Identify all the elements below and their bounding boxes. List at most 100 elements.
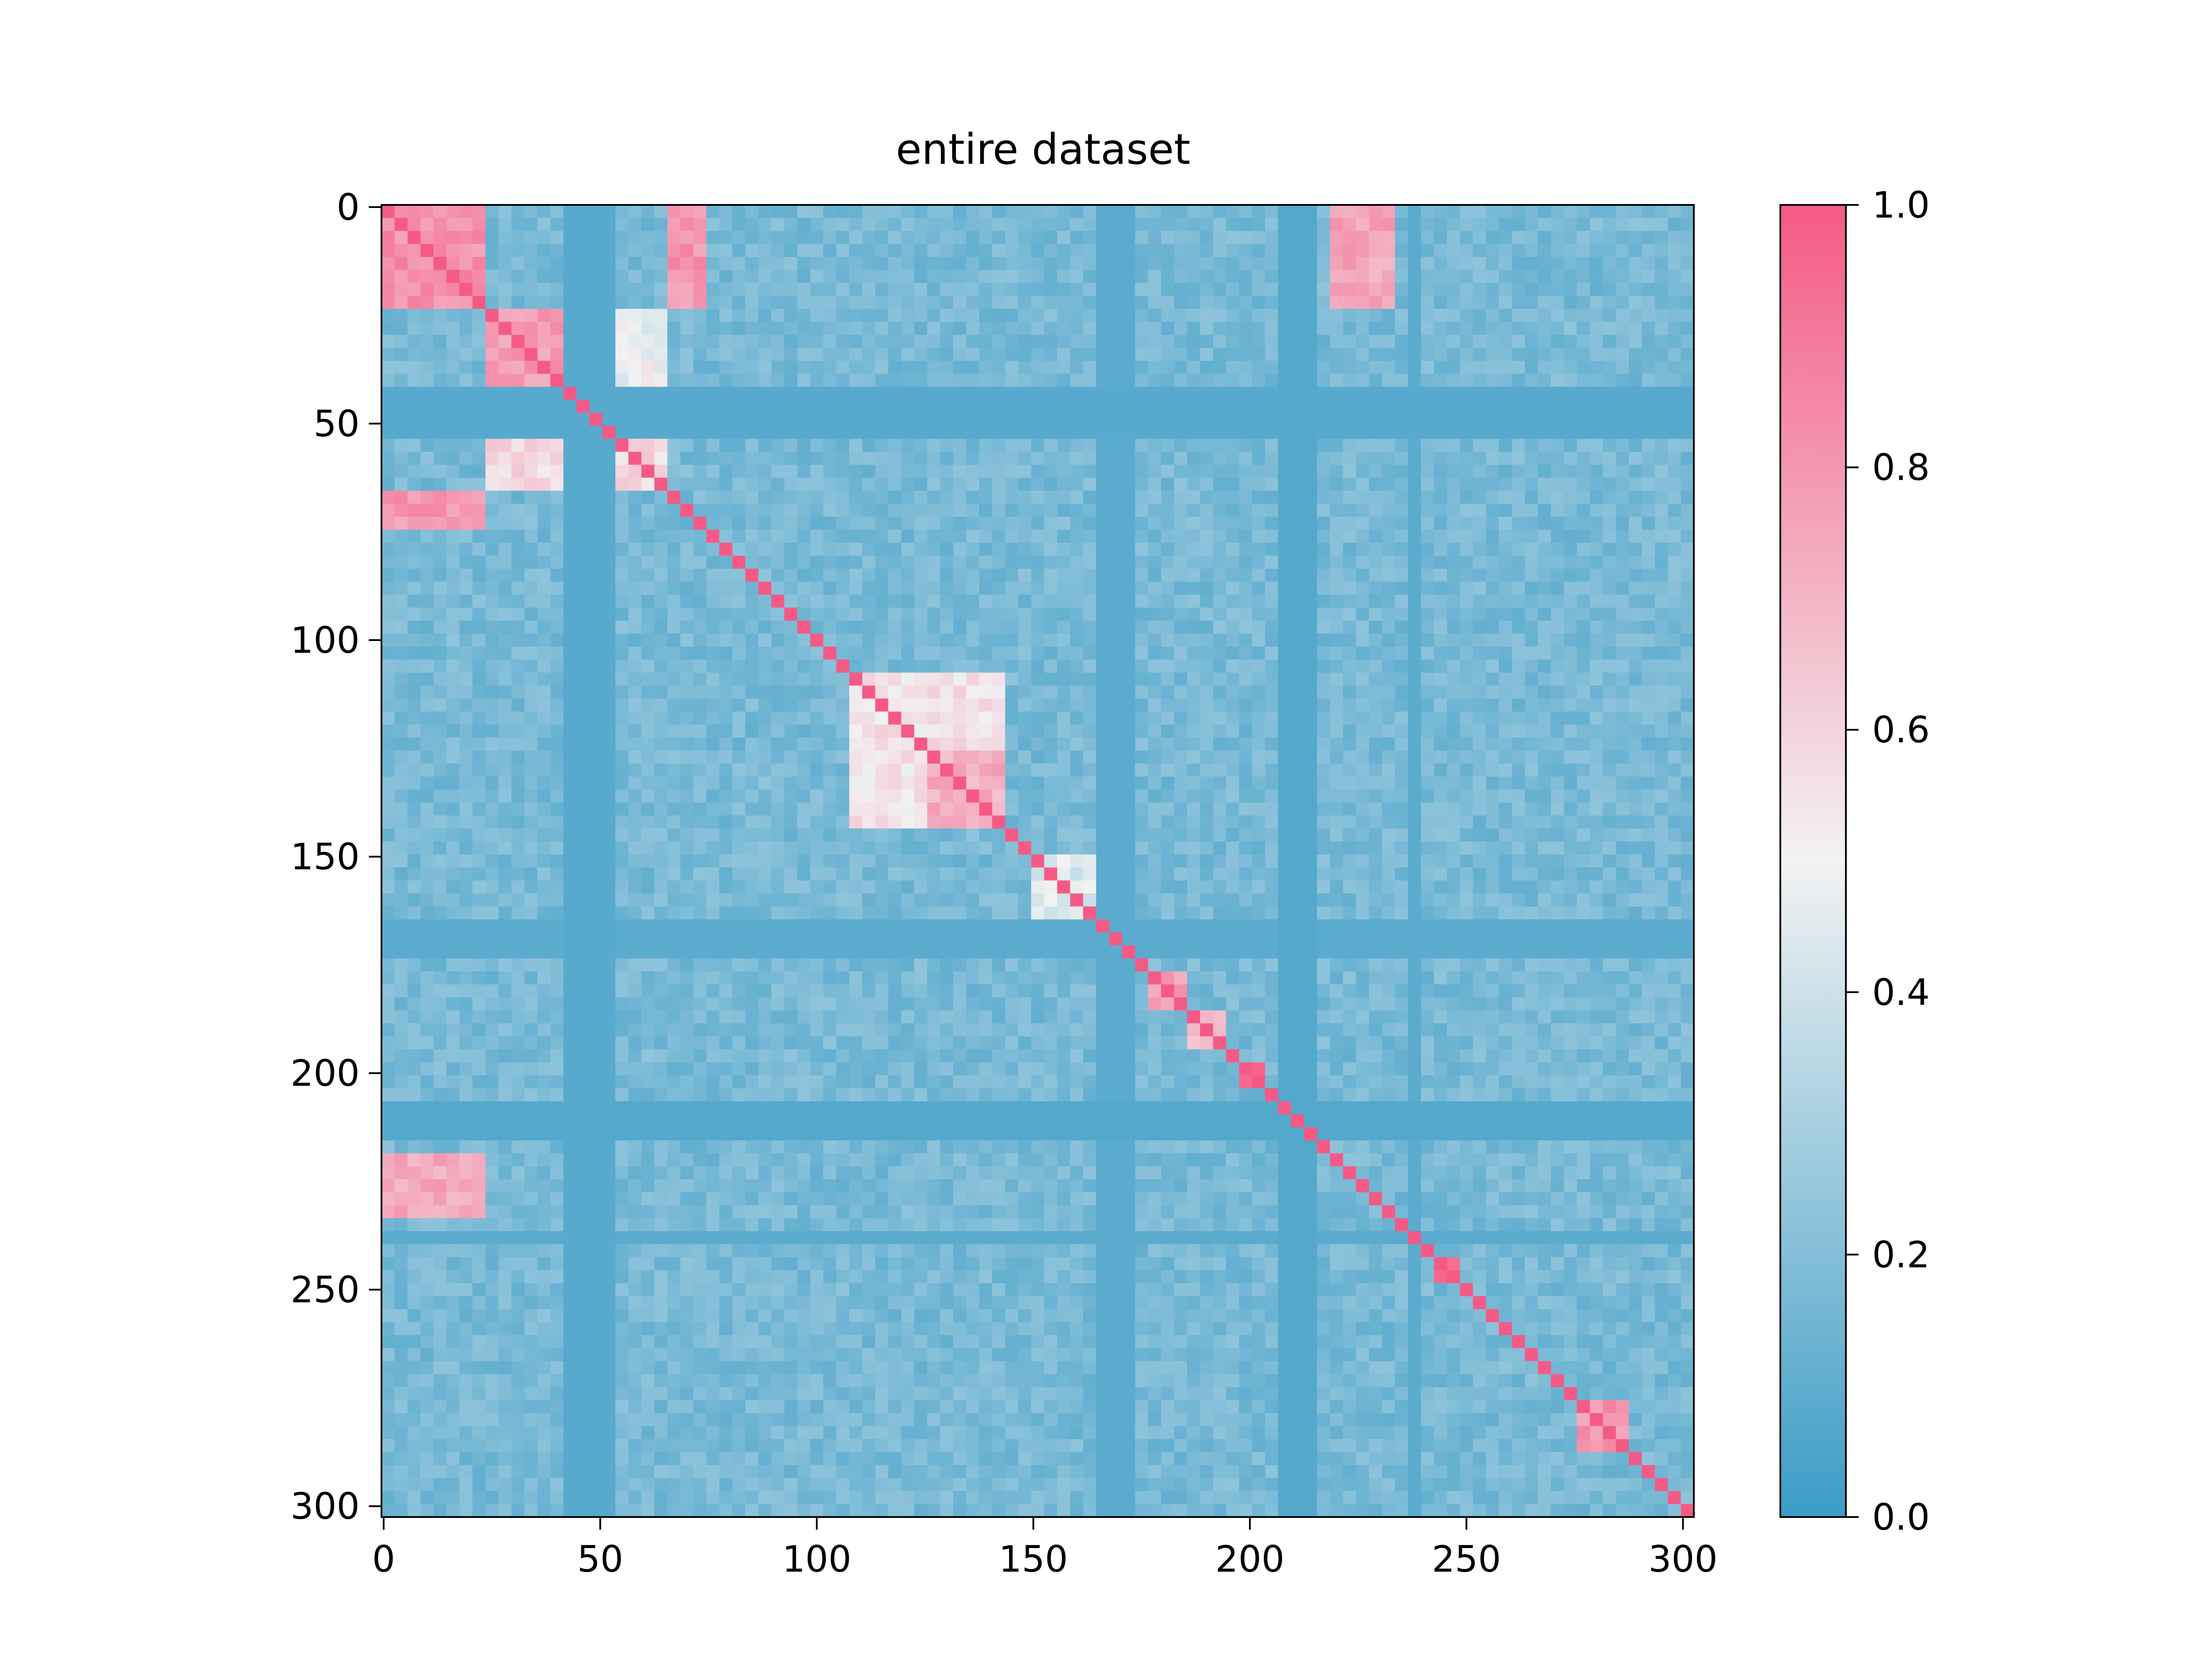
heatmap-cell bbox=[1239, 244, 1252, 257]
heatmap-cell bbox=[758, 672, 772, 686]
heatmap-cell bbox=[862, 296, 876, 309]
heatmap-cell bbox=[524, 218, 538, 232]
heatmap-cell bbox=[1550, 594, 1564, 608]
heatmap-cell bbox=[927, 374, 941, 387]
heatmap-cell bbox=[1654, 555, 1668, 569]
heatmap-cell bbox=[901, 270, 915, 283]
heatmap-cell bbox=[836, 776, 850, 790]
heatmap-cell bbox=[1291, 503, 1304, 517]
heatmap-cell bbox=[1161, 646, 1175, 660]
heatmap-cell bbox=[1629, 634, 1642, 647]
heatmap-cell bbox=[1057, 594, 1071, 608]
heatmap-cell bbox=[1018, 478, 1032, 491]
heatmap-cell bbox=[1642, 828, 1655, 842]
heatmap-cell bbox=[732, 283, 746, 296]
heatmap-cell bbox=[576, 789, 590, 803]
heatmap-cell bbox=[758, 802, 772, 816]
heatmap-cell bbox=[1083, 686, 1096, 699]
heatmap-cell bbox=[1031, 478, 1044, 491]
heatmap-cell bbox=[901, 594, 915, 608]
heatmap-cell bbox=[823, 530, 837, 543]
heatmap-cell bbox=[1460, 205, 1474, 218]
heatmap-cell bbox=[576, 426, 590, 439]
heatmap-cell bbox=[394, 296, 408, 309]
heatmap-cell bbox=[693, 348, 707, 361]
heatmap-cell bbox=[979, 308, 993, 322]
heatmap-cell bbox=[1265, 412, 1279, 426]
heatmap-cell bbox=[1616, 672, 1629, 686]
heatmap-cell bbox=[550, 724, 564, 738]
heatmap-cell bbox=[1304, 815, 1318, 829]
heatmap-cell bbox=[1668, 296, 1681, 309]
heatmap-cell bbox=[1330, 348, 1343, 361]
heatmap-cell bbox=[1135, 543, 1148, 556]
heatmap-cell bbox=[1044, 308, 1058, 322]
heatmap-cell bbox=[1135, 478, 1148, 491]
heatmap-cell bbox=[433, 828, 447, 842]
heatmap-cell bbox=[888, 530, 902, 543]
heatmap-cell bbox=[1005, 464, 1019, 478]
heatmap-cell bbox=[1538, 308, 1551, 322]
heatmap-cell bbox=[1421, 244, 1434, 257]
heatmap-cell bbox=[1564, 698, 1577, 712]
heatmap-cell bbox=[628, 659, 642, 673]
heatmap-cell bbox=[472, 646, 486, 660]
heatmap-cell bbox=[1499, 711, 1512, 725]
heatmap-cell bbox=[1018, 335, 1032, 348]
heatmap-cell bbox=[1602, 387, 1616, 400]
heatmap-cell bbox=[1382, 412, 1395, 426]
heatmap-cell bbox=[550, 464, 564, 478]
heatmap-cell bbox=[1031, 296, 1044, 309]
heatmap-cell bbox=[758, 620, 772, 634]
heatmap-cell bbox=[745, 270, 759, 283]
heatmap-cell bbox=[602, 828, 616, 842]
heatmap-cell bbox=[1447, 724, 1460, 738]
heatmap-cell bbox=[719, 763, 733, 777]
heatmap-cell bbox=[992, 686, 1006, 699]
heatmap-cell bbox=[732, 399, 746, 413]
heatmap-cell bbox=[1135, 802, 1148, 816]
heatmap-cell bbox=[394, 374, 408, 387]
heatmap-cell bbox=[1616, 594, 1629, 608]
heatmap-cell bbox=[966, 244, 980, 257]
heatmap-cell bbox=[1304, 205, 1318, 218]
heatmap-cell bbox=[1291, 451, 1304, 465]
heatmap-cell bbox=[1213, 270, 1227, 283]
heatmap-cell bbox=[1083, 412, 1096, 426]
heatmap-cell bbox=[1252, 348, 1266, 361]
heatmap-cell bbox=[498, 828, 512, 842]
heatmap-cell bbox=[758, 568, 772, 582]
heatmap-cell bbox=[797, 491, 811, 504]
heatmap-cell bbox=[382, 360, 395, 374]
heatmap-cell bbox=[420, 426, 434, 439]
heatmap-cell bbox=[1304, 491, 1318, 504]
heatmap-cell bbox=[784, 672, 798, 686]
heatmap-cell bbox=[1161, 672, 1175, 686]
heatmap-cell bbox=[1499, 439, 1512, 452]
heatmap-cell bbox=[1616, 582, 1629, 595]
heatmap-cell bbox=[407, 555, 421, 569]
heatmap-cell bbox=[992, 478, 1006, 491]
heatmap-cell bbox=[1330, 387, 1343, 400]
heatmap-cell bbox=[524, 335, 538, 348]
heatmap-cell bbox=[1356, 335, 1370, 348]
heatmap-cell bbox=[1447, 256, 1460, 270]
heatmap-cell bbox=[1473, 348, 1486, 361]
heatmap-cell bbox=[407, 360, 421, 374]
heatmap-cell bbox=[589, 789, 603, 803]
heatmap-cell bbox=[1317, 439, 1331, 452]
heatmap-cell bbox=[1083, 516, 1096, 530]
heatmap-cell bbox=[1668, 231, 1681, 244]
heatmap-cell bbox=[1538, 491, 1551, 504]
heatmap-cell bbox=[1330, 724, 1343, 738]
heatmap-cell bbox=[1291, 686, 1304, 699]
heatmap-cell bbox=[1135, 335, 1148, 348]
heatmap-cell bbox=[602, 503, 616, 517]
heatmap-cell bbox=[1642, 582, 1655, 595]
heatmap-cell bbox=[1239, 412, 1252, 426]
heatmap-cell bbox=[407, 724, 421, 738]
heatmap-cell bbox=[485, 426, 499, 439]
heatmap-cell bbox=[1460, 283, 1474, 296]
heatmap-cell bbox=[1577, 412, 1590, 426]
